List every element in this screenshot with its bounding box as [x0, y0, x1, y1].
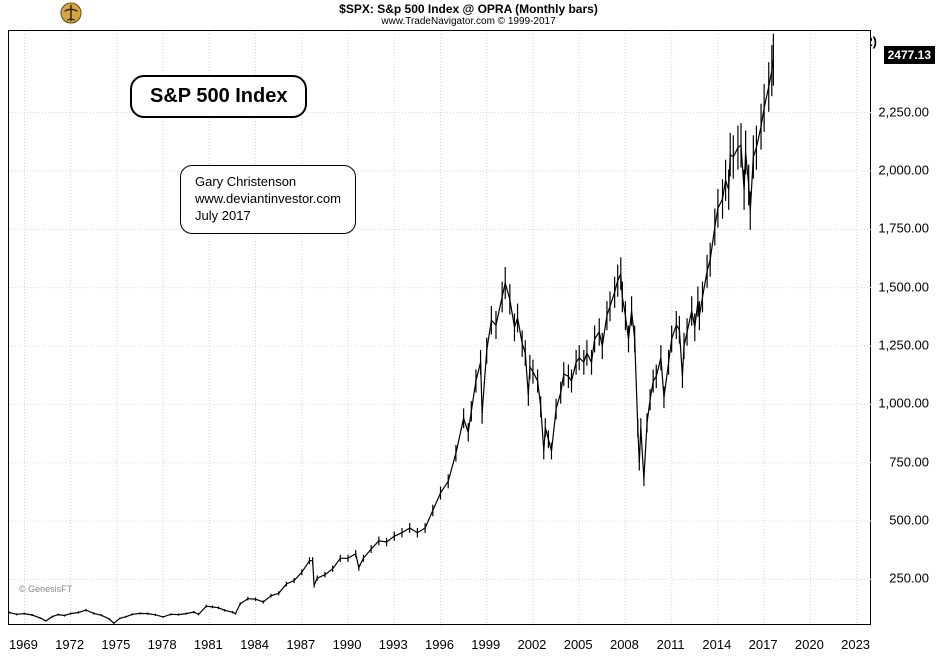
y-axis-tick: 1,000.00	[871, 396, 929, 411]
y-axis-tick: 500.00	[871, 513, 929, 528]
x-axis-tick: 2005	[564, 637, 593, 652]
x-axis-tick: 2020	[795, 637, 824, 652]
x-axis-tick: 1990	[333, 637, 362, 652]
author-url: www.deviantinvestor.com	[195, 191, 341, 208]
y-axis-tick: 1,250.00	[871, 338, 929, 353]
x-axis-tick: 2014	[702, 637, 731, 652]
x-axis-tick: 1984	[240, 637, 269, 652]
y-axis-tick: 2,250.00	[871, 104, 929, 119]
x-axis-tick: 1981	[194, 637, 223, 652]
y-axis-tick: 250.00	[871, 571, 929, 586]
chart-header-title: $SPX: S&p 500 Index @ OPRA (Monthly bars…	[0, 2, 937, 16]
x-axis-tick: 1987	[286, 637, 315, 652]
x-axis-tick: 2023	[841, 637, 870, 652]
y-axis-tick: 2,000.00	[871, 163, 929, 178]
x-axis-tick: 1999	[471, 637, 500, 652]
x-axis-tick: 1978	[148, 637, 177, 652]
chart-header-subtitle: www.TradeNavigator.com © 1999-2017	[0, 16, 937, 27]
author-name: Gary Christenson	[195, 174, 341, 191]
x-axis-tick: 1996	[425, 637, 454, 652]
x-axis-tick: 2017	[749, 637, 778, 652]
x-axis-tick: 1969	[9, 637, 38, 652]
chart-svg	[9, 31, 872, 626]
credit-label: © GenesisFT	[19, 584, 72, 594]
chart-title-box: S&P 500 Index	[130, 75, 307, 118]
chart-plot-area: © GenesisFT	[8, 30, 871, 625]
x-axis-tick: 2008	[610, 637, 639, 652]
x-axis-tick: 1972	[55, 637, 84, 652]
x-axis-tick: 1975	[101, 637, 130, 652]
y-axis-tick: 750.00	[871, 454, 929, 469]
x-axis-tick: 1993	[379, 637, 408, 652]
y-axis-tick: 1,750.00	[871, 221, 929, 236]
x-axis-tick: 2011	[657, 637, 685, 652]
author-date: July 2017	[195, 208, 341, 225]
x-axis-tick: 2002	[517, 637, 546, 652]
last-value-badge: 2477.13	[884, 46, 935, 64]
y-axis-tick: 1,500.00	[871, 279, 929, 294]
author-box: Gary Christenson www.deviantinvestor.com…	[180, 165, 356, 234]
